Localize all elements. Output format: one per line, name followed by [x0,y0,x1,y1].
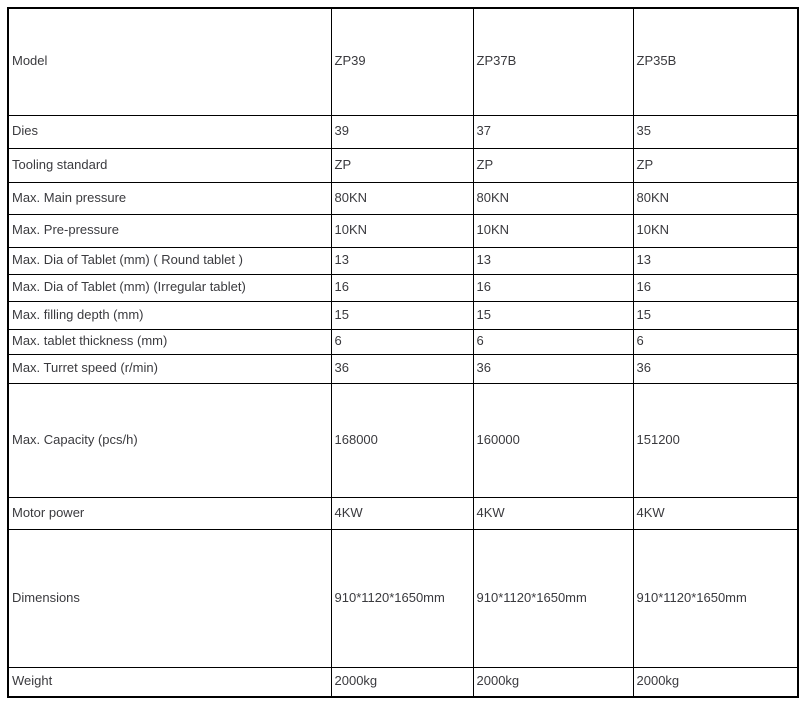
table-row-filling-depth: Max. filling depth (mm) 15 15 15 [7,300,799,330]
table-row-motor-power: Motor power 4KW 4KW 4KW [7,496,799,530]
pre-pressure-value-zp35b: 10KN [632,213,799,248]
tablet-thickness-value-zp37b: 6 [472,328,634,355]
weight-value-zp39: 2000kg [330,666,474,698]
capacity-value-zp37b: 160000 [472,382,634,498]
model-name-zp37b: ZP37B [472,7,634,116]
row-label-tooling-standard: Tooling standard [7,147,332,183]
row-label-dia-round-tablet: Max. Dia of Tablet (mm) ( Round tablet ) [7,246,332,275]
table-row-tablet-thickness: Max. tablet thickness (mm) 6 6 6 [7,328,799,355]
capacity-value-zp39: 168000 [330,382,474,498]
model-name-zp39: ZP39 [330,7,474,116]
tooling-value-zp39: ZP [330,147,474,183]
row-label-pre-pressure: Max. Pre-pressure [7,213,332,248]
weight-value-zp35b: 2000kg [632,666,799,698]
turret-speed-value-zp35b: 36 [632,353,799,384]
dia-irregular-value-zp35b: 16 [632,273,799,302]
row-label-dia-irregular-tablet: Max. Dia of Tablet (mm) (Irregular table… [7,273,332,302]
row-label-motor-power: Motor power [7,496,332,530]
tablet-thickness-value-zp35b: 6 [632,328,799,355]
filling-depth-value-zp35b: 15 [632,300,799,330]
table-row-dia-round-tablet: Max. Dia of Tablet (mm) ( Round tablet )… [7,246,799,275]
main-pressure-value-zp35b: 80KN [632,181,799,215]
tooling-value-zp37b: ZP [472,147,634,183]
table-row-dia-irregular-tablet: Max. Dia of Tablet (mm) (Irregular table… [7,273,799,302]
main-pressure-value-zp39: 80KN [330,181,474,215]
table-row-turret-speed: Max. Turret speed (r/min) 36 36 36 [7,353,799,384]
capacity-value-zp35b: 151200 [632,382,799,498]
weight-value-zp37b: 2000kg [472,666,634,698]
dia-round-value-zp39: 13 [330,246,474,275]
table-row-dimensions: Dimensions 910*1120*1650mm 910*1120*1650… [7,528,799,668]
table-row-tooling-standard: Tooling standard ZP ZP ZP [7,147,799,183]
dia-irregular-value-zp37b: 16 [472,273,634,302]
filling-depth-value-zp37b: 15 [472,300,634,330]
dia-round-value-zp37b: 13 [472,246,634,275]
motor-power-value-zp35b: 4KW [632,496,799,530]
spec-table: Model ZP39 ZP37B ZP35B Dies 39 37 35 Too… [7,7,799,698]
table-row-capacity: Max. Capacity (pcs/h) 168000 160000 1512… [7,382,799,498]
motor-power-value-zp39: 4KW [330,496,474,530]
dies-value-zp39: 39 [330,114,474,149]
dimensions-value-zp37b: 910*1120*1650mm [472,528,634,668]
dimensions-value-zp39: 910*1120*1650mm [330,528,474,668]
row-label-filling-depth: Max. filling depth (mm) [7,300,332,330]
row-label-model: Model [7,7,332,116]
dies-value-zp35b: 35 [632,114,799,149]
row-label-main-pressure: Max. Main pressure [7,181,332,215]
pre-pressure-value-zp37b: 10KN [472,213,634,248]
dimensions-value-zp35b: 910*1120*1650mm [632,528,799,668]
dia-irregular-value-zp39: 16 [330,273,474,302]
table-row-weight: Weight 2000kg 2000kg 2000kg [7,666,799,698]
row-label-dimensions: Dimensions [7,528,332,668]
row-label-turret-speed: Max. Turret speed (r/min) [7,353,332,384]
table-row-main-pressure: Max. Main pressure 80KN 80KN 80KN [7,181,799,215]
filling-depth-value-zp39: 15 [330,300,474,330]
row-label-tablet-thickness: Max. tablet thickness (mm) [7,328,332,355]
motor-power-value-zp37b: 4KW [472,496,634,530]
table-row-pre-pressure: Max. Pre-pressure 10KN 10KN 10KN [7,213,799,248]
main-pressure-value-zp37b: 80KN [472,181,634,215]
row-label-capacity: Max. Capacity (pcs/h) [7,382,332,498]
turret-speed-value-zp37b: 36 [472,353,634,384]
dia-round-value-zp35b: 13 [632,246,799,275]
tooling-value-zp35b: ZP [632,147,799,183]
dies-value-zp37b: 37 [472,114,634,149]
row-label-dies: Dies [7,114,332,149]
row-label-weight: Weight [7,666,332,698]
table-row-dies: Dies 39 37 35 [7,114,799,149]
pre-pressure-value-zp39: 10KN [330,213,474,248]
model-name-zp35b: ZP35B [632,7,799,116]
tablet-thickness-value-zp39: 6 [330,328,474,355]
table-row-model: Model ZP39 ZP37B ZP35B [7,7,799,116]
turret-speed-value-zp39: 36 [330,353,474,384]
